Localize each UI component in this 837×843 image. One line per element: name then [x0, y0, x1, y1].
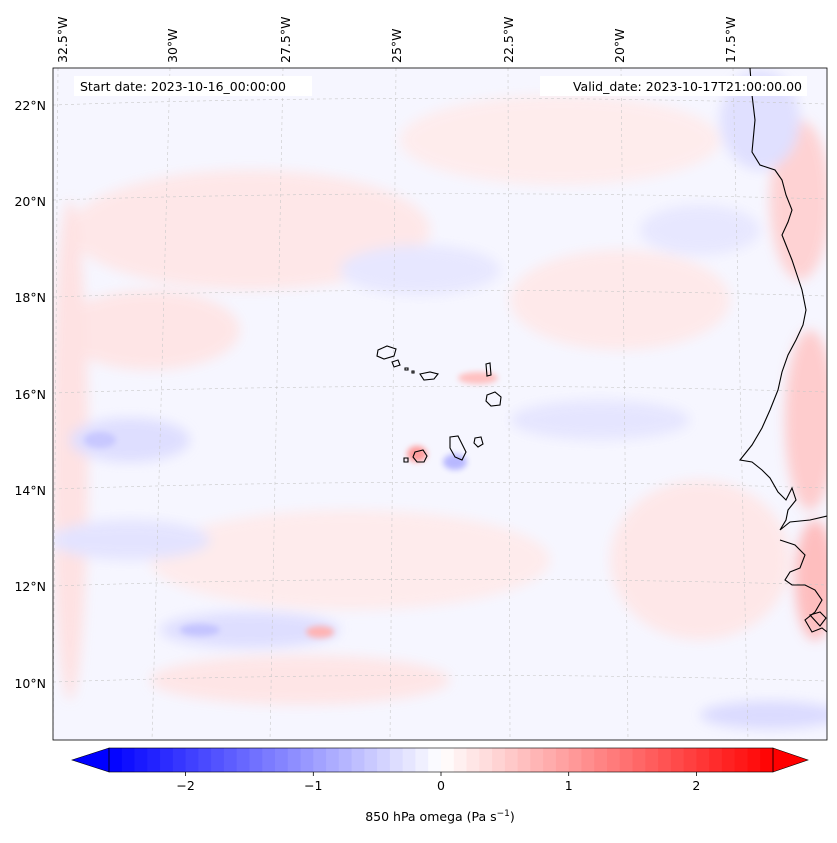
lon-label: 17.5°W — [723, 17, 738, 63]
colorbar-cell — [709, 748, 723, 772]
colorbar-cell — [670, 748, 685, 772]
colorbar-label: 850 hPa omega (Pa s−1) — [365, 809, 515, 824]
latitude-labels: 22°N 20°N 18°N 16°N 14°N 12°N 10°N — [14, 98, 46, 691]
colorbar-cell — [198, 748, 212, 772]
colorbar-cell — [760, 748, 774, 772]
omega-field — [53, 70, 827, 729]
gridlines — [53, 68, 827, 740]
colorbar-cell — [287, 748, 302, 772]
colorbar-cell — [645, 748, 659, 772]
colorbar-cell — [313, 748, 327, 772]
colorbar-cell — [492, 748, 506, 772]
start-date-box — [74, 76, 312, 96]
lat-label: 16°N — [14, 387, 46, 402]
colorbar: −2 −1 0 1 2 850 hPa omega (Pa s−1) — [71, 747, 809, 824]
lon-label: 27.5°W — [278, 17, 293, 63]
colorbar-cells — [109, 748, 774, 772]
colorbar-tick-label: −2 — [176, 778, 194, 793]
colorbar-cell — [364, 748, 378, 772]
lon-label: 22.5°W — [501, 17, 516, 63]
colorbar-cell — [530, 748, 544, 772]
colorbar-tick-label: 2 — [692, 778, 700, 793]
colorbar-cell — [632, 748, 646, 772]
fogo-island — [412, 449, 428, 463]
colorbar-cell — [211, 748, 225, 772]
colorbar-cell — [441, 748, 455, 772]
colorbar-cell — [134, 748, 148, 772]
colorbar-cell — [619, 748, 634, 772]
start-date-label: Start date: 2023-10-16_00:00:00 — [80, 79, 286, 94]
colorbar-cell — [147, 748, 161, 772]
colorbar-cell — [517, 748, 531, 772]
colorbar-max-extend — [772, 747, 809, 773]
colorbar-tick-label: 1 — [565, 778, 573, 793]
valid-date-label: Valid_date: 2023-10-17T21:00:00.00 — [573, 79, 802, 94]
colorbar-cell — [747, 748, 761, 772]
lon-label: 20°W — [612, 28, 627, 63]
colorbar-cell — [121, 748, 136, 772]
lon-label: 32.5°W — [55, 17, 70, 63]
colorbar-cell — [326, 748, 340, 772]
colorbar-cell — [185, 748, 199, 772]
sao-nicolau-island — [419, 371, 439, 381]
colorbar-cell — [249, 748, 263, 772]
sal-island — [485, 362, 492, 377]
colorbar-cell — [262, 748, 276, 772]
lat-label: 20°N — [14, 194, 46, 209]
colorbar-cell — [402, 748, 417, 772]
colorbar-cell — [466, 748, 480, 772]
longitude-labels: 32.5°W 30°W 27.5°W 25°W 22.5°W 20°W 17.5… — [55, 17, 738, 63]
valid-date-box — [540, 76, 807, 96]
colorbar-cell — [581, 748, 595, 772]
maio-island — [473, 436, 484, 448]
lon-label: 30°W — [165, 28, 180, 63]
lat-label: 10°N — [14, 676, 46, 691]
colorbar-cell — [428, 748, 442, 772]
colorbar-cell — [568, 748, 583, 772]
colorbar-cell — [275, 748, 289, 772]
colorbar-min-extend — [71, 747, 110, 773]
lat-label: 18°N — [14, 290, 46, 305]
lat-label: 12°N — [14, 579, 46, 594]
colorbar-ticks: −2 −1 0 1 2 — [176, 772, 700, 793]
colorbar-cell — [683, 748, 697, 772]
colorbar-cell — [236, 748, 251, 772]
colorbar-tick-label: −1 — [304, 778, 322, 793]
colorbar-cell — [300, 748, 314, 772]
colorbar-cell — [479, 748, 493, 772]
colorbar-cell — [160, 748, 174, 772]
santiago-island — [449, 435, 467, 461]
colorbar-cell — [543, 748, 557, 772]
boa-vista-island — [485, 391, 502, 407]
santo-antao-island — [376, 345, 397, 360]
colorbar-cell — [594, 748, 608, 772]
colorbar-cell — [415, 748, 429, 772]
colorbar-tick-label: 0 — [437, 778, 445, 793]
africa-coastline — [738, 68, 827, 531]
colorbar-cell — [453, 748, 468, 772]
map-frame — [52, 67, 828, 741]
lon-label: 25°W — [389, 28, 404, 63]
coastlines — [376, 68, 827, 633]
colorbar-cell — [389, 748, 404, 772]
colorbar-cell — [734, 748, 749, 772]
colorbar-cell — [721, 748, 736, 772]
colorbar-cell — [223, 748, 238, 772]
colorbar-cell — [555, 748, 570, 772]
lat-label: 14°N — [14, 483, 46, 498]
colorbar-cell — [607, 748, 621, 772]
sao-vicente-island — [391, 359, 401, 368]
lat-label: 22°N — [14, 98, 46, 113]
colorbar-cell — [658, 748, 672, 772]
colorbar-cell — [109, 748, 123, 772]
colorbar-cell — [696, 748, 710, 772]
colorbar-cell — [338, 748, 353, 772]
colorbar-cell — [504, 748, 519, 772]
brava-island — [403, 457, 409, 463]
colorbar-cell — [172, 748, 187, 772]
colorbar-cell — [351, 748, 365, 772]
colorbar-cell — [377, 748, 391, 772]
